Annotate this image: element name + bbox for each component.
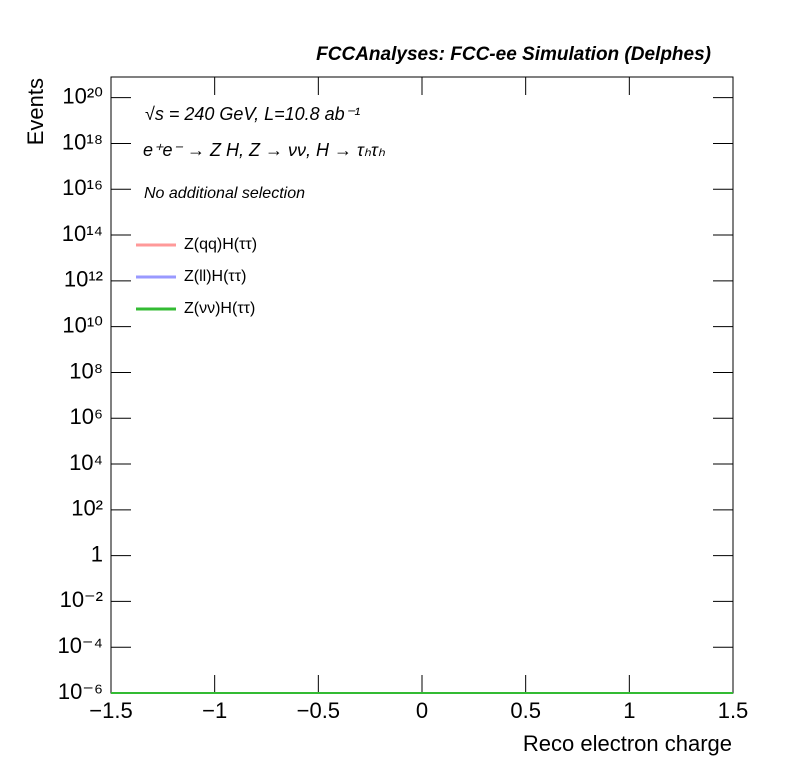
y-tick-label: 10²⁰ bbox=[62, 83, 103, 108]
y-tick-label: 10¹⁰ bbox=[62, 312, 103, 337]
y-tick-label: 10⁶ bbox=[69, 404, 103, 429]
legend-label: Z(νν)H(ττ) bbox=[184, 300, 255, 317]
x-tick-label: 1 bbox=[623, 698, 635, 723]
legend-label: Z(ll)H(ττ) bbox=[184, 268, 246, 285]
y-tick-label: 10¹⁶ bbox=[62, 175, 103, 200]
y-tick-label: 10¹⁴ bbox=[62, 221, 103, 246]
annotation: e⁺e⁻ → Z H, Z → νν, H → τₕτₕ bbox=[143, 140, 386, 160]
y-tick-label: 10⁻⁴ bbox=[57, 633, 103, 658]
y-tick-label: 10⁸ bbox=[69, 358, 103, 383]
x-tick-label: −1.5 bbox=[89, 698, 132, 723]
y-tick-label: 10⁻⁶ bbox=[58, 679, 103, 704]
x-axis-label: Reco electron charge bbox=[523, 731, 732, 756]
chart-title: FCCAnalyses: FCC-ee Simulation (Delphes) bbox=[316, 44, 711, 65]
annotation: No additional selection bbox=[144, 185, 305, 202]
x-tick-label: −0.5 bbox=[297, 698, 340, 723]
annotation: √s = 240 GeV, L=10.8 ab⁻¹ bbox=[145, 104, 360, 124]
y-tick-label: 1 bbox=[91, 541, 103, 566]
x-tick-label: −1 bbox=[202, 698, 227, 723]
x-tick-label: 1.5 bbox=[718, 698, 749, 723]
y-tick-label: 10² bbox=[71, 496, 103, 521]
x-tick-label: 0.5 bbox=[510, 698, 541, 723]
y-axis-label: Events bbox=[23, 78, 48, 145]
y-tick-label: 10⁻² bbox=[60, 587, 103, 612]
legend-label: Z(qq)H(ττ) bbox=[184, 236, 257, 253]
y-tick-label: 10¹² bbox=[64, 267, 103, 292]
x-tick-label: 0 bbox=[416, 698, 428, 723]
y-tick-label: 10⁴ bbox=[69, 450, 103, 475]
y-tick-label: 10¹⁸ bbox=[62, 129, 103, 154]
